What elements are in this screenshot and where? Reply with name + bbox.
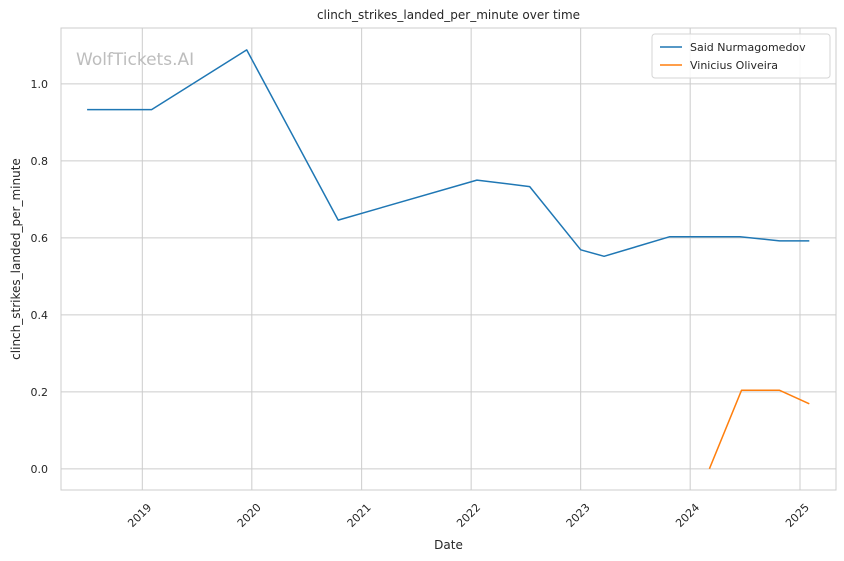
x-axis-label: Date (434, 538, 463, 552)
y-axis-label: clinch_strikes_landed_per_minute (9, 158, 23, 360)
legend-entry-label: Vinicius Oliveira (690, 59, 778, 72)
x-tick-label: 2023 (564, 501, 593, 530)
grid (61, 28, 836, 490)
tick-labels: 0.0 0.2 0.4 0.6 0.8 1.0 2019 2020 2021 2022 2023 20… (31, 78, 813, 530)
y-tick-label: 0.6 (31, 232, 49, 245)
series-line (708, 389, 810, 470)
x-tick-label: 2022 (454, 501, 483, 530)
y-tick-label: 0.4 (31, 309, 49, 322)
y-tick-label: 0.8 (31, 155, 49, 168)
x-tick-label: 2020 (235, 501, 264, 530)
chart-title: clinch_strikes_landed_per_minute over ti… (317, 8, 580, 22)
series-layer (87, 49, 810, 470)
x-tick-label: 2024 (673, 501, 702, 530)
y-tick-label: 0.2 (31, 386, 49, 399)
x-tick-label: 2025 (783, 501, 812, 530)
legend-box (651, 33, 831, 79)
series-line (87, 49, 810, 258)
watermark: WolfTickets.AI (76, 50, 194, 70)
legend: Said Nurmagomedov Vinicius Oliveira (651, 33, 831, 79)
x-tick-label: 2021 (345, 501, 374, 530)
y-tick-label: 0.0 (31, 463, 49, 476)
plot-frame (60, 27, 837, 491)
legend-entry-label: Said Nurmagomedov (690, 41, 806, 54)
x-tick-label: 2019 (125, 501, 154, 530)
y-tick-label: 1.0 (31, 78, 49, 91)
